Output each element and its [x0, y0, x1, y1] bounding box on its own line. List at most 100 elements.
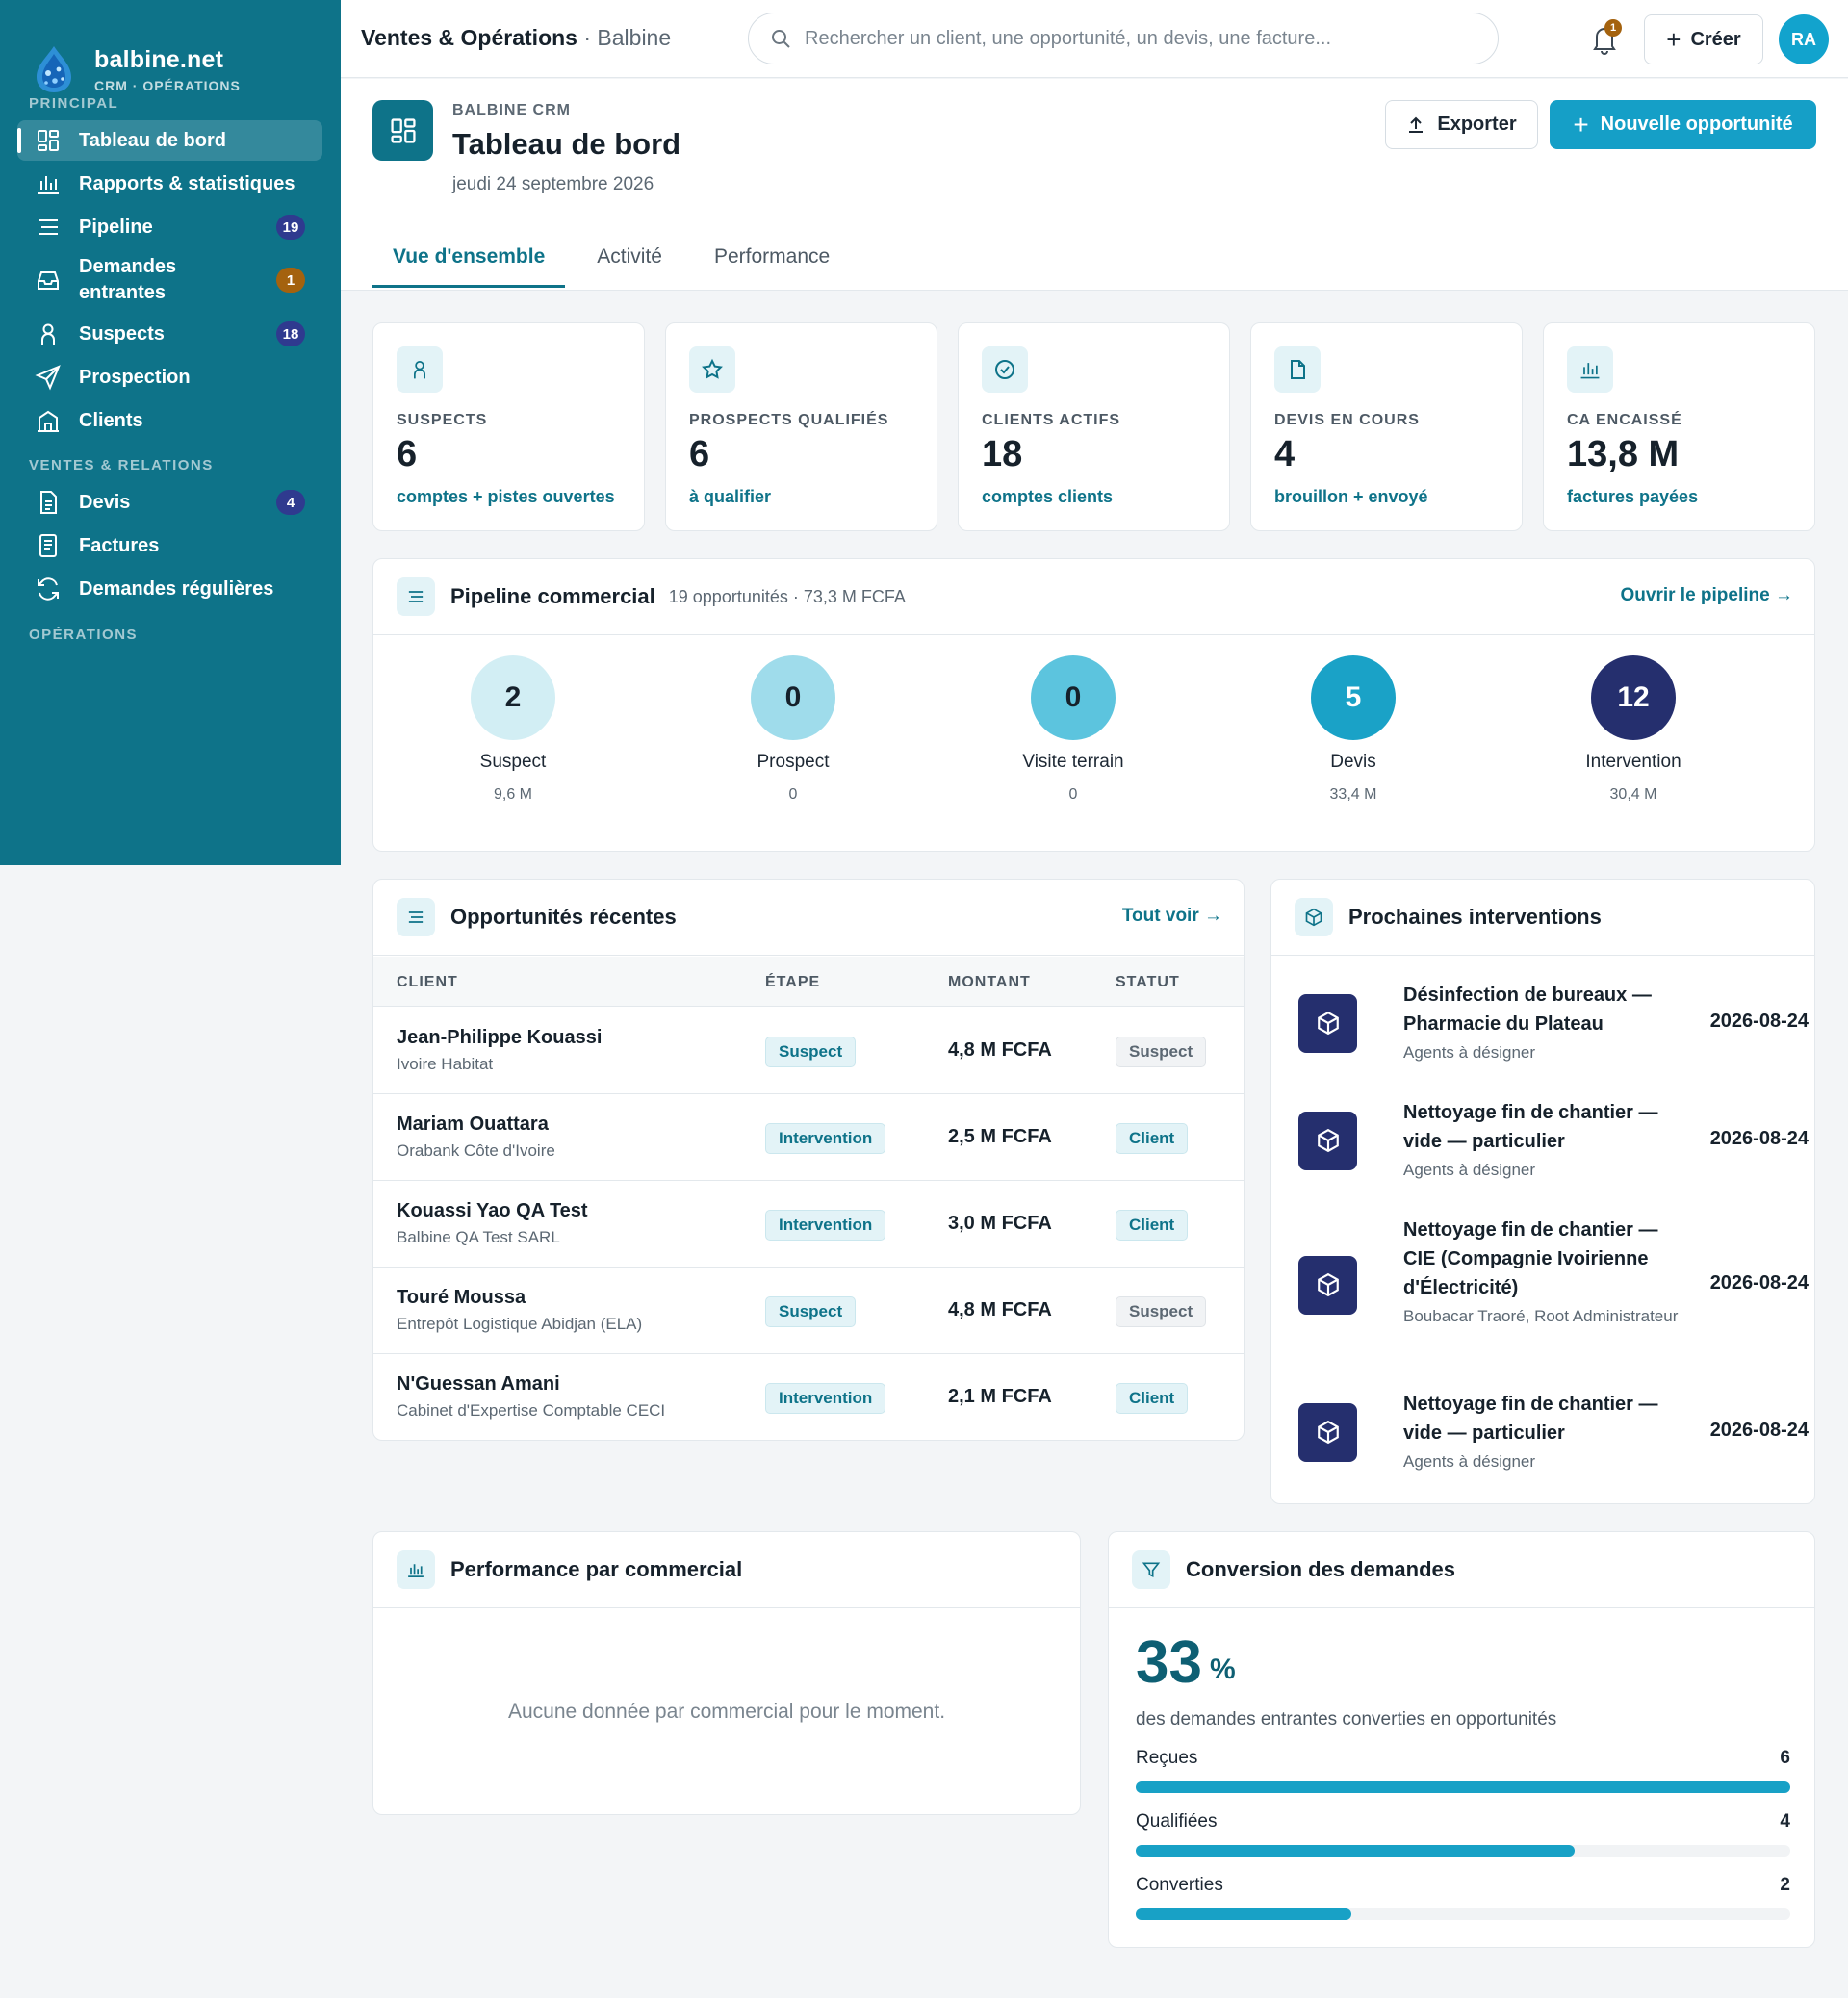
- sidebar-item-label: Demandes entrantes: [79, 256, 177, 303]
- intervention-title: Nettoyage fin de chantier — vide — parti…: [1403, 1102, 1658, 1152]
- sidebar-item-incoming-requests[interactable]: Demandes entrantes 1: [17, 252, 322, 308]
- intervention-text: Nettoyage fin de chantier — vide — parti…: [1403, 1390, 1682, 1474]
- kpi-card-revenue[interactable]: CA ENCAISSÉ 13,8 M factures payées: [1543, 322, 1815, 531]
- suspects-count-badge: 18: [276, 321, 305, 346]
- tab-overview[interactable]: Vue d'ensemble: [372, 223, 566, 291]
- stage-amount: 30,4 M: [1609, 786, 1657, 803]
- intervention-item[interactable]: Nettoyage fin de chantier — vide — parti…: [1298, 1098, 1809, 1183]
- sidebar-item-label: Prospection: [79, 366, 191, 388]
- client-name: Jean-Philippe Kouassi: [397, 1027, 603, 1048]
- kpi-label: CA ENCAISSÉ: [1567, 412, 1682, 428]
- refresh-icon: [38, 577, 59, 601]
- table-row[interactable]: Kouassi Yao QA Test Balbine QA Test SARL I…: [373, 1181, 1244, 1268]
- sidebar-item-invoices[interactable]: Factures: [17, 525, 322, 566]
- incoming-requests-badge: 1: [276, 268, 305, 293]
- create-button[interactable]: + Créer: [1644, 14, 1763, 64]
- brand[interactable]: balbine.net CRM · OPÉRATIONS: [0, 0, 341, 108]
- sidebar-item-recurring-requests[interactable]: Demandes régulières: [17, 569, 322, 609]
- pipeline-stage[interactable]: 0 Prospect 0: [697, 655, 889, 804]
- kpi-card-active-clients[interactable]: CLIENTS ACTIFS 18 comptes clients: [958, 322, 1230, 531]
- kpi-value: 18: [982, 434, 1023, 474]
- tab-activity[interactable]: Activité: [597, 245, 662, 268]
- kpi-subtitle: comptes + pistes ouvertes: [397, 487, 615, 506]
- see-all-link[interactable]: Tout voir →: [1121, 906, 1222, 926]
- pipeline-stage[interactable]: 12 Intervention 30,4 M: [1537, 655, 1730, 804]
- pipeline-subtitle: 19 opportunités · 73,3 M FCFA: [668, 586, 906, 606]
- box-icon: [1298, 1402, 1357, 1462]
- page-tabs: Vue d'ensemble Activité Performance: [372, 223, 861, 291]
- list-icon: [38, 219, 58, 235]
- stage-count: 0: [1031, 655, 1116, 740]
- intervention-item[interactable]: Désinfection de bureaux — Pharmacie du P…: [1298, 981, 1809, 1065]
- pipeline-stage[interactable]: 2 Suspect 9,6 M: [417, 655, 609, 804]
- stage-amount: 0: [1068, 786, 1078, 803]
- filter-icon: [1132, 1550, 1170, 1589]
- client-name: Touré Moussa: [397, 1287, 526, 1308]
- client-company: Ivoire Habitat: [397, 1055, 494, 1073]
- bar-chart-icon: [397, 1550, 435, 1589]
- search-input[interactable]: [805, 27, 1478, 50]
- table-header: CLIENT ÉTAPE MONTANT STATUT: [373, 957, 1244, 1007]
- sidebar-item-quotes[interactable]: Devis 4: [17, 482, 322, 523]
- plus-icon: +: [1573, 109, 1589, 140]
- kpi-card-suspects[interactable]: SUSPECTS 6 comptes + pistes ouvertes: [372, 322, 645, 531]
- new-opportunity-label: Nouvelle opportunité: [1600, 114, 1793, 135]
- tab-performance[interactable]: Performance: [713, 245, 831, 268]
- intervention-title: Nettoyage fin de chantier — vide — parti…: [1403, 1394, 1658, 1444]
- sidebar-item-prospection[interactable]: Prospection: [17, 357, 322, 397]
- table-row[interactable]: N'Guessan Amani Cabinet d'Expertise Compt…: [373, 1354, 1244, 1441]
- pipeline-stage[interactable]: 5 Devis 33,4 M: [1257, 655, 1450, 804]
- sidebar-item-dashboard[interactable]: Tableau de bord: [17, 120, 322, 161]
- export-button[interactable]: Exporter: [1385, 100, 1538, 149]
- kpi-subtitle: factures payées: [1567, 487, 1699, 506]
- nav-section-sales: VENTES & RELATIONS: [29, 457, 214, 474]
- brand-subtitle: CRM · OPÉRATIONS: [94, 77, 241, 93]
- bar-value: 6: [1780, 1748, 1790, 1768]
- star-icon: [689, 346, 735, 393]
- conversion-description: des demandes entrantes converties en opp…: [1136, 1709, 1557, 1729]
- pipeline-stage[interactable]: 0 Visite terrain 0: [977, 655, 1169, 804]
- column-stage: ÉTAPE: [765, 974, 821, 990]
- bar-fill: [1136, 1908, 1352, 1920]
- conversion-title: Conversion des demandes: [1186, 1557, 1455, 1581]
- open-pipeline-link[interactable]: Ouvrir le pipeline →: [1620, 585, 1794, 605]
- new-opportunity-button[interactable]: + Nouvelle opportunité: [1550, 100, 1816, 149]
- user-avatar[interactable]: RA: [1779, 14, 1829, 64]
- global-search[interactable]: [748, 13, 1499, 64]
- amount-cell: 2,1 M FCFA: [948, 1386, 1052, 1407]
- status-badge: Client: [1116, 1123, 1189, 1154]
- intervention-item[interactable]: Nettoyage fin de chantier — vide — parti…: [1298, 1390, 1809, 1474]
- performance-header: Performance par commercial: [373, 1532, 1080, 1608]
- stage-amount: 9,6 M: [493, 786, 532, 803]
- topbar: Ventes & Opérations · Balbine 1 + Créer …: [341, 0, 1848, 78]
- bar-fill: [1136, 1845, 1575, 1857]
- bar-value: 4: [1780, 1811, 1790, 1832]
- box-icon: [1295, 898, 1333, 936]
- column-client: CLIENT: [397, 974, 458, 990]
- intervention-date: 2026-08-24: [1709, 1011, 1809, 1032]
- check-circle-icon: [982, 346, 1028, 393]
- intervention-text: Désinfection de bureaux — Pharmacie du P…: [1403, 981, 1682, 1065]
- table-row[interactable]: Touré Moussa Entrepôt Logistique Abidjan …: [373, 1268, 1244, 1354]
- kpi-card-quotes[interactable]: DEVIS EN COURS 4 brouillon + envoyé: [1250, 322, 1523, 531]
- sidebar-item-reports[interactable]: Rapports & statistiques: [17, 164, 322, 204]
- stage-badge: Intervention: [765, 1383, 886, 1414]
- conversion-rate-unit: %: [1210, 1653, 1236, 1685]
- intervention-assignees: Agents à désigner: [1403, 1161, 1536, 1179]
- kpi-card-qualified-prospects[interactable]: PROSPECTS QUALIFIÉS 6 à qualifier: [665, 322, 937, 531]
- sidebar-item-label: Factures: [79, 534, 160, 556]
- sidebar-item-clients[interactable]: Clients: [17, 400, 322, 441]
- kpi-value: 6: [689, 434, 710, 474]
- notification-count-badge: 1: [1604, 19, 1622, 37]
- table-row[interactable]: Mariam Ouattara Orabank Côte d'Ivoire Inte…: [373, 1094, 1244, 1181]
- sidebar-item-label: Clients: [79, 409, 143, 431]
- client-name: N'Guessan Amani: [397, 1373, 560, 1395]
- sidebar-item-suspects[interactable]: Suspects 18: [17, 314, 322, 354]
- brand-name: balbine.net: [94, 45, 224, 73]
- stage-count: 5: [1311, 655, 1396, 740]
- person-icon: [397, 346, 443, 393]
- table-row[interactable]: Jean-Philippe Kouassi Ivoire Habitat Suspe…: [373, 1008, 1244, 1094]
- intervention-item[interactable]: Nettoyage fin de chantier — CIE (Compagn…: [1298, 1216, 1809, 1354]
- sidebar-item-pipeline[interactable]: Pipeline 19: [17, 207, 322, 247]
- upcoming-interventions-card: Prochaines interventions Désinfection de…: [1270, 879, 1815, 1504]
